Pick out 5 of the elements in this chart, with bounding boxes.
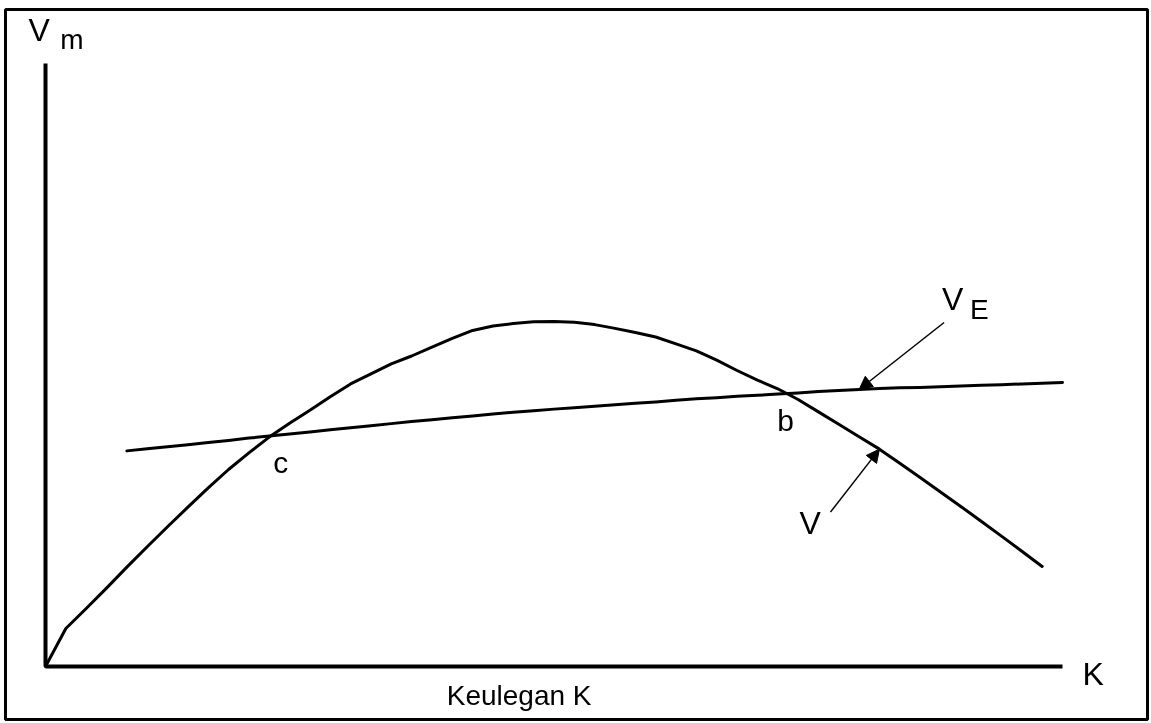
x-axis-title: K xyxy=(1082,655,1104,692)
text: V xyxy=(799,505,822,542)
text: Keulegan K xyxy=(446,680,592,711)
annotation: b xyxy=(777,404,794,437)
annotation: c xyxy=(273,446,289,479)
